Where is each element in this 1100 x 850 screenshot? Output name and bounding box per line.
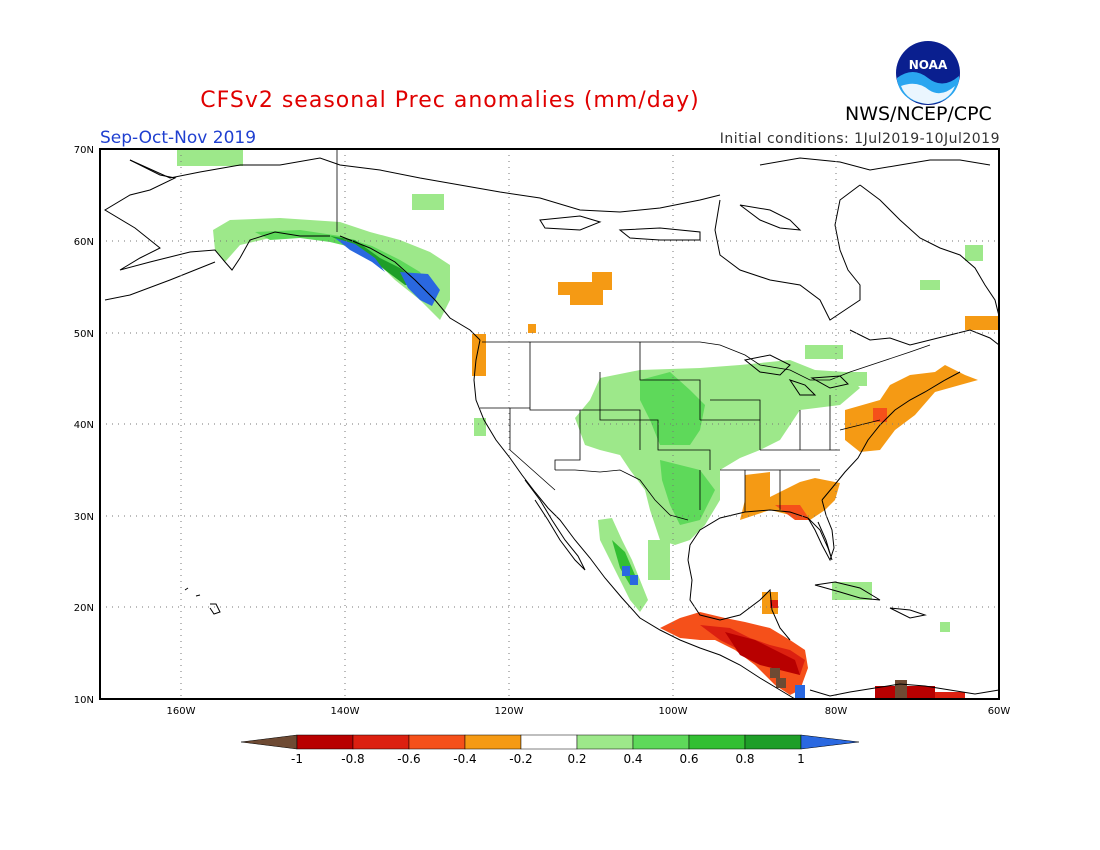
colorbar-tick-label: 0.2 bbox=[567, 752, 586, 766]
colorbar-tick-label: -0.2 bbox=[509, 752, 532, 766]
colorbar-tick-label: 0.4 bbox=[623, 752, 642, 766]
colorbar-bin bbox=[464, 734, 522, 750]
logo-text: NOAA bbox=[909, 58, 948, 72]
lon-label: 160W bbox=[167, 706, 196, 717]
colorbar-bin bbox=[744, 734, 802, 750]
political-boundaries bbox=[336, 149, 931, 521]
agency-label: NWS/NCEP/CPC bbox=[845, 103, 992, 125]
colorbar-bin bbox=[408, 734, 466, 750]
coastlines bbox=[104, 157, 1000, 700]
lat-label: 40N bbox=[74, 420, 94, 431]
lat-axis-labels: 70N 60N 50N 40N 30N 20N 10N bbox=[74, 145, 94, 706]
colorbar: -1 -0.8 -0.6 -0.4 -0.2 0.2 0.4 0.6 0.8 1 bbox=[240, 734, 860, 766]
lat-label: 20N bbox=[74, 603, 94, 614]
colorbar-tick-label: -1 bbox=[291, 752, 303, 766]
anomaly-shading bbox=[177, 149, 999, 699]
lat-label: 10N bbox=[74, 695, 94, 706]
lat-label: 30N bbox=[74, 512, 94, 523]
lon-label: 120W bbox=[495, 706, 524, 717]
colorbar-tick-label: 0.6 bbox=[679, 752, 698, 766]
lon-label: 100W bbox=[659, 706, 688, 717]
lat-label: 60N bbox=[74, 237, 94, 248]
season-label: Sep-Oct-Nov 2019 bbox=[100, 128, 257, 148]
colorbar-tick-label: -0.4 bbox=[453, 752, 476, 766]
colorbar-bin bbox=[352, 734, 410, 750]
lon-label: 140W bbox=[331, 706, 360, 717]
lon-label: 60W bbox=[988, 706, 1011, 717]
lat-label: 70N bbox=[74, 145, 94, 156]
noaa-logo-icon: NOAA bbox=[896, 41, 960, 105]
colorbar-bin bbox=[688, 734, 746, 750]
lat-label: 50N bbox=[74, 329, 94, 340]
lon-label: 80W bbox=[825, 706, 848, 717]
colorbar-tick-label: -0.8 bbox=[341, 752, 364, 766]
map-title: CFSv2 seasonal Prec anomalies (mm/day) bbox=[200, 88, 700, 113]
map-frame bbox=[99, 148, 1000, 700]
colorbar-bin bbox=[520, 734, 578, 750]
colorbar-bin bbox=[632, 734, 690, 750]
colorbar-tick-label: 0.8 bbox=[735, 752, 754, 766]
colorbar-tick-label: -0.6 bbox=[397, 752, 420, 766]
colorbar-bin bbox=[296, 734, 354, 750]
colorbar-arrow-high bbox=[800, 734, 860, 750]
colorbar-arrow-low bbox=[240, 734, 298, 750]
initial-conditions-label: Initial conditions: 1Jul2019-10Jul2019 bbox=[719, 131, 1000, 147]
colorbar-bin bbox=[576, 734, 634, 750]
colorbar-tick-label: 1 bbox=[797, 752, 805, 766]
lon-axis-labels: 160W 140W 120W 100W 80W 60W bbox=[167, 706, 1011, 717]
